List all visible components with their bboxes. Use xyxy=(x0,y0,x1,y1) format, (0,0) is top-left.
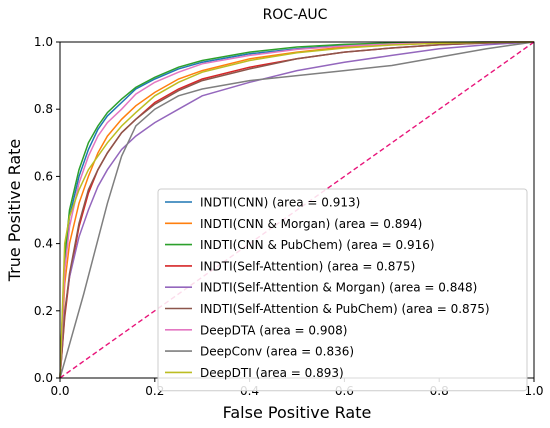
legend-label: INDTI(Self-Attention) (area = 0.875) xyxy=(200,259,415,273)
legend-label: INDTI(CNN & PubChem) (area = 0.916) xyxy=(200,238,435,252)
x-tick-label: 0.0 xyxy=(50,384,69,398)
chart-title: ROC-AUC xyxy=(263,7,328,23)
legend-label: DeepDTA (area = 0.908) xyxy=(200,323,347,337)
y-tick-label: 0.0 xyxy=(34,371,53,385)
legend-label: DeepConv (area = 0.836) xyxy=(200,345,354,359)
legend-label: INDTI(CNN) (area = 0.913) xyxy=(200,196,360,210)
series-line-2 xyxy=(59,41,534,379)
legend: INDTI(CNN) (area = 0.913) INDTI(CNN & Mor… xyxy=(157,188,528,392)
series-line-7 xyxy=(59,41,535,379)
series-line-5 xyxy=(59,41,535,379)
legend-label: DeepDTI (area = 0.893) xyxy=(200,366,344,380)
series-line-4 xyxy=(59,41,535,379)
y-tick-label: 0.8 xyxy=(34,102,53,116)
series-line-6 xyxy=(59,41,534,379)
legend-label: INDTI(CNN & Morgan) (area = 0.894) xyxy=(200,217,422,231)
legend-box xyxy=(157,188,528,392)
y-tick-label: 0.6 xyxy=(34,169,53,183)
series-line-8 xyxy=(59,41,535,379)
y-tick-label: 1.0 xyxy=(34,35,53,49)
x-tick-label: 1.0 xyxy=(524,384,543,398)
legend-label: INDTI(Self-Attention & PubChem) (area = … xyxy=(200,302,490,316)
plot-lines xyxy=(59,41,535,379)
legend-label: INDTI(Self-Attention & Morgan) (area = 0… xyxy=(200,281,477,295)
y-axis-title: True Positive Rate xyxy=(5,139,24,283)
x-axis-title: False Positive Rate xyxy=(223,403,372,422)
y-tick-label: 0.4 xyxy=(34,237,53,251)
y-tick-label: 0.2 xyxy=(34,304,53,318)
y-axis-ticks: 0.0 0.2 0.4 0.6 0.8 1.0 xyxy=(34,35,60,385)
